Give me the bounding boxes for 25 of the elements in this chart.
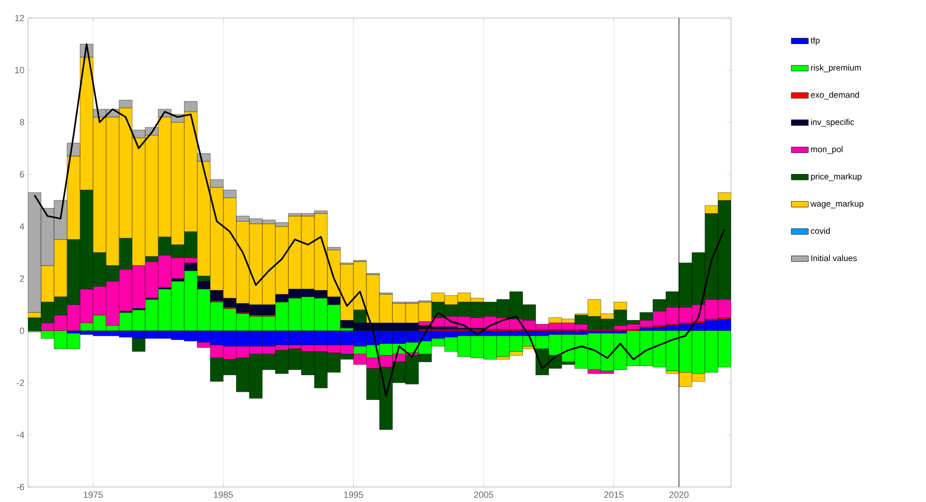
y-tick-label: 10 xyxy=(15,66,24,74)
y-tick-label: 4 xyxy=(20,223,24,230)
y-tick-label: -6 xyxy=(16,484,24,490)
y-tick-label: -2 xyxy=(16,380,24,386)
legend-label: wage_markup xyxy=(810,200,864,208)
y-tick-label: 8 xyxy=(20,119,24,126)
legend-label: risk_premium xyxy=(811,64,861,72)
legend-label: tfp xyxy=(810,37,820,46)
x-tick-label: 1995 xyxy=(344,492,364,498)
legend-label: mon_pol xyxy=(811,146,842,154)
y-tick-label: 0 xyxy=(20,327,24,334)
legend-label: price_markup xyxy=(811,173,862,182)
x-tick-label: 2015 xyxy=(604,492,624,498)
legend-label: exo_demand xyxy=(810,92,859,100)
x-tick-label: 1985 xyxy=(214,492,233,498)
x-tick-label: 1975 xyxy=(84,492,103,498)
x-tick-label: 2005 xyxy=(474,492,494,498)
y-tick-label: 12 xyxy=(15,14,24,22)
legend-label: inv_specific xyxy=(811,118,854,127)
legend-label: Initial values xyxy=(811,254,857,262)
legend-label: covid xyxy=(810,228,830,234)
x-tick-label: 2020 xyxy=(669,492,689,498)
y-tick-label: -4 xyxy=(16,432,24,438)
y-tick-label: 6 xyxy=(20,171,24,178)
y-tick-label: 2 xyxy=(20,275,24,282)
